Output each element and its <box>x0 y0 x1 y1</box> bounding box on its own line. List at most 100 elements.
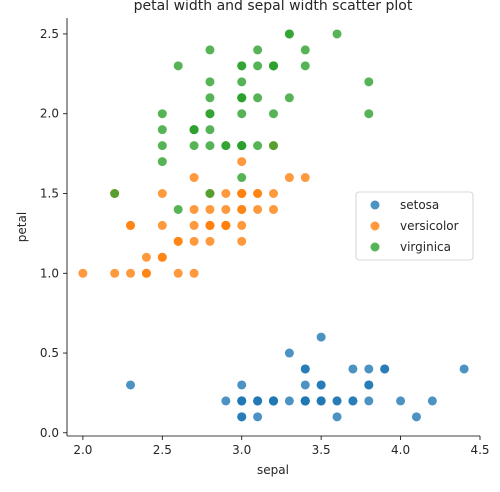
legend-label-virginica: virginica <box>400 240 451 254</box>
point-versicolor-6 <box>284 173 294 183</box>
point-setosa-15 <box>459 364 469 374</box>
point-virginica-44 <box>284 29 294 39</box>
y-tick-label: 2.5 <box>40 27 59 41</box>
legend-marker-versicolor <box>370 221 380 231</box>
point-versicolor-30 <box>141 252 151 262</box>
point-setosa-40 <box>316 380 326 390</box>
legend-box <box>355 191 474 261</box>
point-versicolor-37 <box>126 220 136 230</box>
y-tick-label: 2.0 <box>40 107 59 121</box>
legend-label-versicolor: versicolor <box>400 219 459 233</box>
point-versicolor-13 <box>221 204 231 214</box>
point-versicolor-22 <box>157 189 167 198</box>
point-versicolor-27 <box>237 157 247 167</box>
y-tick-label: 0.0 <box>40 426 59 440</box>
x-tick-label: 3.5 <box>312 443 331 457</box>
point-virginica-22 <box>205 109 215 119</box>
x-tick-label: 4.0 <box>391 443 410 457</box>
point-setosa-37 <box>332 412 342 422</box>
x-tick-label: 3.0 <box>232 443 251 457</box>
point-versicolor-15 <box>253 204 263 214</box>
point-setosa-32 <box>411 412 421 422</box>
point-virginica-45 <box>237 61 247 71</box>
point-setosa-49 <box>284 396 294 406</box>
legend-marker-setosa <box>370 200 380 210</box>
point-setosa-34 <box>253 396 263 406</box>
point-setosa-43 <box>316 332 326 342</box>
point-versicolor-26 <box>205 204 215 214</box>
point-versicolor-42 <box>173 236 183 246</box>
point-virginica-14 <box>205 45 215 55</box>
point-versicolor-47 <box>221 220 231 230</box>
legend-marker-virginica <box>370 242 380 252</box>
point-setosa-19 <box>364 380 374 390</box>
point-versicolor-1 <box>269 189 278 198</box>
chart-title: petal width and sepal width scatter plot <box>134 0 413 14</box>
point-virginica-9 <box>332 29 342 39</box>
point-versicolor-48 <box>157 252 167 262</box>
y-tick-label: 0.5 <box>40 346 59 360</box>
point-versicolor-43 <box>126 268 136 278</box>
point-virginica-40 <box>253 45 263 55</box>
point-versicolor-39 <box>157 220 167 230</box>
point-versicolor-29 <box>173 268 183 278</box>
point-versicolor-0 <box>269 204 278 214</box>
legend-label-setosa: setosa <box>400 198 439 212</box>
point-setosa-47 <box>269 396 278 406</box>
point-versicolor-12 <box>110 268 120 278</box>
point-virginica-42 <box>189 125 199 135</box>
point-virginica-43 <box>269 61 278 71</box>
point-virginica-47 <box>237 109 247 119</box>
point-setosa-33 <box>427 396 437 406</box>
point-setosa-36 <box>316 396 326 406</box>
point-versicolor-9 <box>189 204 199 214</box>
point-versicolor-23 <box>205 236 215 246</box>
y-tick-label: 1.0 <box>40 266 59 280</box>
point-versicolor-31 <box>141 268 151 278</box>
point-setosa-38 <box>237 396 247 406</box>
point-versicolor-33 <box>189 173 199 183</box>
point-virginica-17 <box>364 77 374 87</box>
point-setosa-31 <box>300 364 310 374</box>
point-versicolor-35 <box>300 173 310 183</box>
point-virginica-24 <box>284 93 294 103</box>
point-virginica-33 <box>205 189 215 198</box>
point-setosa-16 <box>380 364 390 374</box>
x-axis-label: sepal <box>257 463 289 477</box>
point-versicolor-41 <box>237 204 247 214</box>
point-virginica-36 <box>300 45 310 55</box>
point-setosa-9 <box>253 412 263 422</box>
point-setosa-22 <box>332 396 342 406</box>
point-virginica-41 <box>253 61 263 71</box>
x-axis-ticks: 2.0 2.5 3.0 3.5 4.0 4.5 <box>73 436 490 457</box>
y-axis-label: petal <box>15 212 29 242</box>
point-virginica-25 <box>269 141 278 151</box>
point-setosa-44 <box>364 364 374 374</box>
point-virginica-46 <box>157 125 167 135</box>
point-setosa-48 <box>348 396 358 406</box>
point-virginica-26 <box>205 141 215 151</box>
point-virginica-8 <box>157 141 167 151</box>
point-virginica-48 <box>300 61 310 71</box>
point-versicolor-45 <box>237 236 247 246</box>
y-axis-ticks: 0.0 0.5 1.0 1.5 2.0 2.5 <box>40 27 67 440</box>
point-virginica-39 <box>253 93 263 103</box>
y-tick-label: 1.5 <box>40 186 59 200</box>
point-versicolor-49 <box>205 220 215 230</box>
point-setosa-41 <box>126 380 136 390</box>
point-setosa-46 <box>364 396 374 406</box>
point-virginica-7 <box>221 141 231 151</box>
point-setosa-14 <box>396 396 406 406</box>
x-tick-label: 2.5 <box>153 443 172 457</box>
point-setosa-13 <box>237 412 247 422</box>
point-setosa-21 <box>348 364 358 374</box>
point-versicolor-36 <box>253 189 263 198</box>
point-virginica-34 <box>173 204 183 214</box>
point-versicolor-34 <box>237 189 247 198</box>
point-virginica-37 <box>253 141 263 151</box>
point-virginica-4 <box>237 77 247 87</box>
point-virginica-12 <box>237 93 247 103</box>
points-layer <box>78 29 469 422</box>
point-virginica-19 <box>110 189 120 198</box>
